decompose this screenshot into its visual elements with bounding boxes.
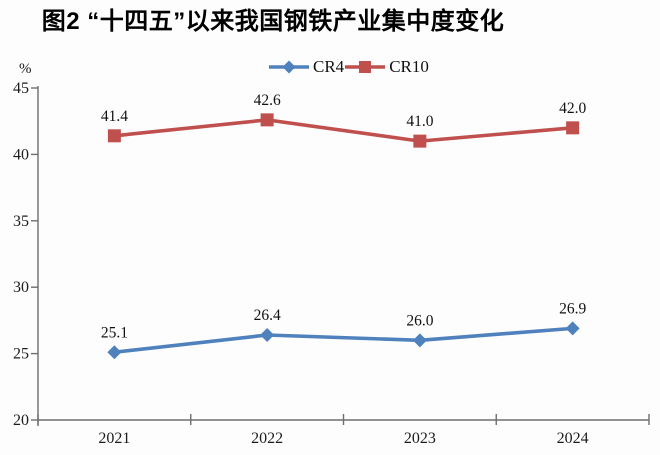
- data-label-cr10-2021: 41.4: [101, 108, 128, 125]
- y-tick-label: 35: [13, 213, 29, 230]
- marker-square-cr10-2021: [107, 129, 121, 143]
- chart-title: 图2 “十四五”以来我国钢铁产业集中度变化: [41, 8, 505, 35]
- cr4-line-diamond-swatch: [268, 59, 310, 75]
- data-label-cr4-2022: 26.4: [254, 307, 281, 324]
- y-axis-unit-label: %: [19, 61, 32, 77]
- x-tick-label: 2021: [98, 430, 130, 447]
- legend-label-cr4: CR4: [313, 57, 345, 76]
- legend-item-cr4: CR4: [268, 57, 345, 76]
- data-label-cr10-2023: 41.0: [406, 113, 433, 130]
- marker-diamond-cr4-2022: [260, 328, 275, 343]
- marker-square-cr10-2023: [413, 134, 427, 148]
- series-line-cr4: [112, 326, 575, 355]
- data-label-cr4-2024: 26.9: [559, 300, 586, 317]
- data-label-cr4-2021: 25.1: [101, 324, 128, 341]
- data-label-cr4-2023: 26.0: [406, 312, 433, 329]
- data-label-cr10-2024: 42.0: [559, 100, 586, 117]
- legend-label-cr10: CR10: [389, 57, 429, 76]
- series-line-cr10: [112, 118, 575, 143]
- y-tick-label: 45: [13, 80, 29, 97]
- data-label-cr10-2022: 42.6: [254, 92, 281, 109]
- x-tick-label: 2023: [404, 430, 436, 447]
- cr10-line-square-swatch: [344, 59, 386, 75]
- y-tick-label: 20: [13, 412, 29, 429]
- marker-diamond-cr4-2023: [412, 333, 427, 348]
- legend-item-cr10: CR10: [344, 57, 429, 76]
- y-tick-label: 40: [13, 146, 29, 163]
- marker-square-cr10-2024: [566, 121, 580, 135]
- marker-square-cr10-2022: [260, 113, 274, 127]
- marker-diamond-cr4-2021: [107, 345, 122, 360]
- y-tick-label: 25: [13, 346, 29, 363]
- chart-legend: CR4 CR10: [268, 57, 429, 76]
- x-tick-label: 2024: [557, 430, 589, 447]
- marker-diamond-cr4-2024: [565, 321, 580, 336]
- y-tick-label: 30: [13, 279, 29, 296]
- x-tick-label: 2022: [251, 430, 283, 447]
